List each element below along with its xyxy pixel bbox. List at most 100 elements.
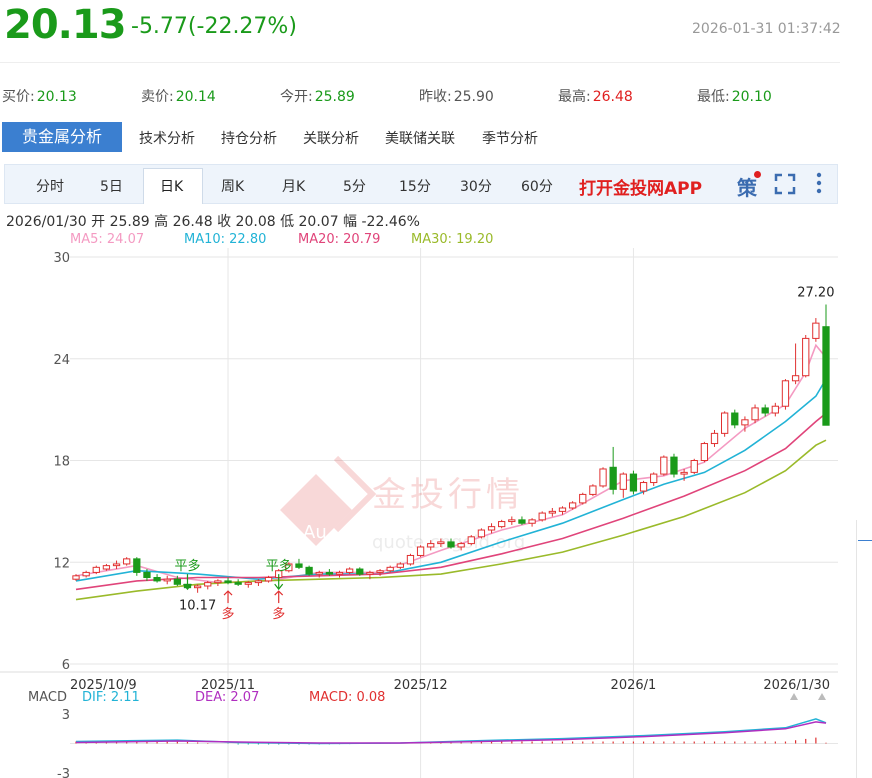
y-tick-label: 30: [53, 251, 70, 266]
period-tab[interactable]: 15分: [399, 179, 431, 195]
kline-chart[interactable]: 302418126Au金投行情quote.cngold.org27.2010.1…: [0, 248, 856, 778]
y-tick-label: 6: [62, 658, 70, 673]
tab-precious-metals-analysis[interactable]: 贵金属分析: [2, 122, 122, 152]
candle: [163, 578, 171, 582]
candle: [660, 456, 668, 475]
quote-item: 卖价: 20.14: [141, 86, 216, 106]
candle: [700, 443, 709, 462]
candle: [822, 326, 830, 426]
candle: [538, 512, 546, 521]
candle: [305, 566, 313, 575]
candle: [548, 510, 556, 514]
quote-value: 20.13: [36, 89, 77, 105]
x-tick-label: 2026/1/30: [763, 678, 830, 693]
candle: [639, 482, 648, 492]
y-tick-label: 18: [53, 455, 70, 470]
candle: [528, 519, 536, 524]
quote-label: 最低:: [697, 89, 730, 105]
quote-value: 20.14: [175, 89, 216, 105]
candle: [771, 405, 779, 414]
candle: [204, 582, 212, 587]
quote-item: 最低: 20.10: [697, 86, 772, 106]
signal-long: 多: [272, 606, 285, 622]
scroll-marker-icon[interactable]: [790, 693, 798, 700]
candle: [224, 580, 232, 584]
quote-label: 买价:: [2, 89, 35, 105]
nav-item[interactable]: 关联分析: [303, 131, 359, 147]
x-tick-label: 2025/12: [394, 678, 448, 693]
candle: [690, 460, 698, 473]
quote-item: 今开: 25.89: [280, 86, 355, 106]
candle: [741, 419, 749, 426]
candle: [508, 519, 516, 523]
candle: [477, 529, 486, 538]
candle: [487, 526, 496, 531]
macd-dea-label: DEA: 2.07: [195, 690, 259, 705]
candle: [133, 558, 141, 573]
watermark-logo-shape: [333, 455, 377, 533]
candle: [558, 507, 567, 512]
candle: [579, 493, 587, 504]
more-icon[interactable]: [814, 172, 824, 194]
strategy-icon[interactable]: 策: [737, 176, 757, 200]
bar-info: 2026/01/30 开 25.89 高 26.48 收 20.08 低 20.…: [6, 214, 420, 230]
nav-item[interactable]: 技术分析: [139, 131, 195, 147]
candle: [629, 473, 638, 492]
fullscreen-icon[interactable]: [774, 173, 796, 195]
timestamp: 2026-01-31 01:37:42: [692, 21, 841, 37]
side-panel-edge: [856, 520, 872, 778]
signal-close-long: 平多: [266, 558, 292, 574]
scroll-marker-icon[interactable]: [818, 693, 826, 700]
x-tick-label: 2026/1: [611, 678, 657, 693]
period-tab[interactable]: 周K: [221, 179, 245, 195]
price-change: -5.77(-22.27%): [131, 14, 297, 39]
candle: [143, 571, 151, 579]
watermark-name: 金投行情: [372, 475, 524, 515]
candle: [721, 412, 729, 434]
candle: [761, 407, 769, 414]
nav-item[interactable]: 季节分析: [482, 131, 538, 147]
candle: [123, 558, 131, 565]
period-tab[interactable]: 5日: [100, 179, 123, 195]
candle: [82, 571, 90, 577]
candle: [650, 473, 658, 484]
candle: [234, 582, 242, 585]
watermark-logo-text: Au: [303, 522, 327, 543]
candle: [802, 337, 810, 377]
ma-legend-item: MA10: 22.80: [184, 232, 267, 247]
candle: [193, 585, 202, 589]
price-annotation: 10.17: [179, 598, 216, 613]
period-tab[interactable]: 5分: [343, 179, 366, 195]
open-app-link[interactable]: 打开金投网APP: [579, 179, 703, 199]
nav-item[interactable]: 持仓分析: [221, 131, 277, 147]
candle: [791, 375, 800, 382]
candle: [751, 407, 759, 421]
candle: [386, 566, 394, 572]
period-tab[interactable]: 月K: [282, 179, 306, 195]
quote-value: 25.90: [453, 89, 494, 105]
candle: [254, 580, 263, 584]
candle: [670, 456, 678, 475]
x-tick-label: 2025/10/9: [70, 678, 137, 693]
candle: [457, 543, 465, 548]
candle: [447, 541, 455, 548]
candle: [244, 582, 252, 585]
macd-y-tick: -3: [57, 767, 70, 778]
macd-dea-line: [75, 721, 827, 744]
quote-label: 最高:: [558, 89, 591, 105]
ma-line-ma30: [75, 439, 827, 601]
quote-label: 昨收:: [419, 89, 452, 105]
candle: [356, 568, 364, 575]
watermark-logo-shape: [280, 474, 352, 546]
signal-close-long: 平多: [174, 558, 200, 574]
period-tab[interactable]: 日K: [160, 179, 184, 195]
candle: [153, 577, 161, 582]
nav-item[interactable]: 美联储关联: [385, 131, 455, 147]
period-tab[interactable]: 60分: [521, 179, 553, 195]
macd-dif-label: DIF: 2.11: [82, 690, 140, 705]
candle: [396, 563, 404, 568]
candle: [599, 468, 607, 487]
period-tab[interactable]: 30分: [460, 179, 492, 195]
candle: [812, 322, 820, 339]
period-tab[interactable]: 分时: [36, 179, 64, 195]
